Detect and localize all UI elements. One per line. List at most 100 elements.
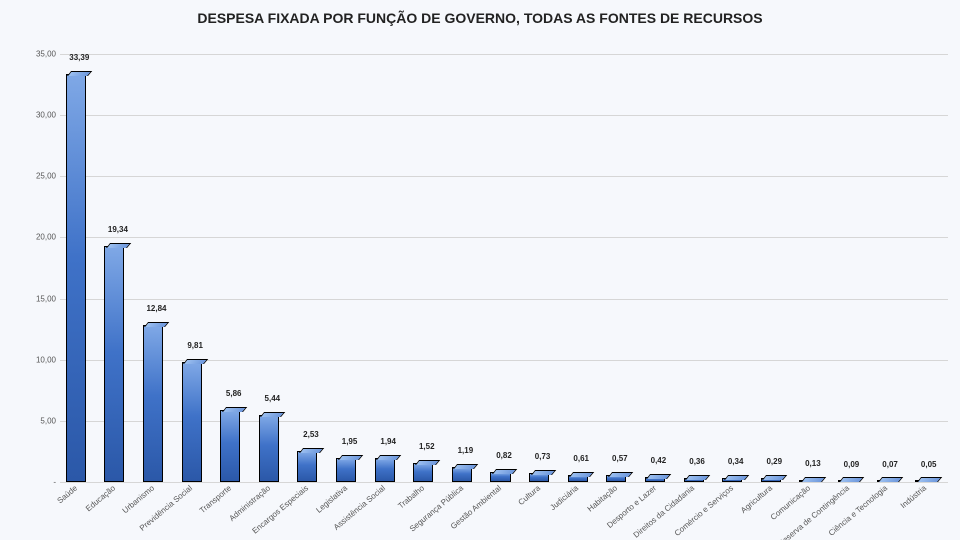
bar — [375, 458, 395, 482]
chart-plot-area: -5,0010,0015,0020,0025,0030,0035,00 33,3… — [60, 54, 948, 482]
bar — [143, 325, 163, 482]
x-axis-label: Urbanismo — [120, 484, 155, 516]
bar-value-label: 12,84 — [146, 304, 166, 313]
bar-slot: 1,95Legislativa — [330, 54, 369, 482]
bar — [877, 480, 897, 482]
bar-slot: 1,94Assistência Social — [369, 54, 408, 482]
bar-slot: 0,36Direitos da Cidadania — [678, 54, 717, 482]
bar — [568, 475, 588, 482]
bar-slot: 0,05Indústria — [909, 54, 948, 482]
bar-value-label: 0,42 — [651, 456, 667, 465]
bar-slot: 0,09Reserva de Contingência — [832, 54, 871, 482]
bar — [529, 473, 549, 482]
bar-top-face — [106, 243, 131, 248]
bar-slot: 0,29Agricultura — [755, 54, 794, 482]
bar-slot: 0,57Habitação — [601, 54, 640, 482]
bar-top-face — [183, 359, 208, 364]
x-axis-label: Judiciária — [549, 484, 581, 513]
bar-value-label: 0,05 — [921, 460, 937, 469]
bar — [259, 415, 279, 482]
chart-title: DESPESA FIXADA POR FUNÇÃO DE GOVERNO, TO… — [0, 10, 960, 26]
x-axis-label: Indústria — [899, 484, 928, 511]
bar-slot: 0,61Judiciária — [562, 54, 601, 482]
bar — [452, 467, 472, 482]
bar-value-label: 0,29 — [766, 457, 782, 466]
bar-top-face — [338, 455, 363, 460]
x-axis-label: Legislativa — [314, 484, 349, 515]
x-axis-label: Agricultura — [739, 484, 774, 515]
bar-value-label: 1,95 — [342, 437, 358, 446]
bar — [684, 478, 704, 482]
y-axis-label: 10,00 — [16, 355, 56, 364]
bar — [182, 362, 202, 482]
y-axis-label: 20,00 — [16, 233, 56, 242]
grid-line — [60, 482, 948, 483]
x-axis-label: Trabalho — [396, 484, 426, 511]
bar-top-face — [415, 460, 440, 465]
bar-top-face — [144, 322, 169, 327]
bar-top-face — [917, 477, 942, 482]
bar-top-face — [608, 472, 633, 477]
bar-slot: 0,42Desporto e Lazer — [639, 54, 678, 482]
y-axis-label: 35,00 — [16, 50, 56, 59]
bar-slot: 33,39Saúde — [60, 54, 99, 482]
x-axis-label: Educação — [84, 484, 117, 514]
bar-value-label: 19,34 — [108, 225, 128, 234]
bar-slot: 1,19Segurança Pública — [446, 54, 485, 482]
bar — [220, 410, 240, 482]
bar-value-label: 0,57 — [612, 454, 628, 463]
bar-slot: 1,52Trabalho — [407, 54, 446, 482]
bar-value-label: 0,61 — [573, 454, 589, 463]
bar-value-label: 1,19 — [458, 446, 474, 455]
bar-top-face — [646, 474, 671, 479]
bar — [645, 477, 665, 482]
bar-top-face — [376, 455, 401, 460]
bar — [104, 246, 124, 483]
x-axis-label: Transporte — [198, 484, 233, 516]
bar — [915, 480, 935, 482]
x-axis-label: Habitação — [586, 484, 619, 514]
bar-value-label: 0,07 — [882, 460, 898, 469]
bar-value-label: 33,39 — [69, 53, 89, 62]
y-axis-label: 5,00 — [16, 416, 56, 425]
bar — [490, 472, 510, 482]
bar-slot: 12,84Urbanismo — [137, 54, 176, 482]
bar-value-label: 5,44 — [265, 394, 281, 403]
bar-slot: 0,13Comunicação — [794, 54, 833, 482]
y-axis-label: 30,00 — [16, 111, 56, 120]
bar — [606, 475, 626, 482]
bar-slot: 19,34Educação — [99, 54, 138, 482]
bar — [761, 478, 781, 482]
bar-value-label: 0,13 — [805, 459, 821, 468]
bar-value-label: 5,86 — [226, 389, 242, 398]
bar-value-label: 0,36 — [689, 457, 705, 466]
bar-slot: 0,82Gestão Ambiental — [485, 54, 524, 482]
bar-slot: 5,86Transporte — [214, 54, 253, 482]
bar-slot: 0,73Cultura — [523, 54, 562, 482]
bar-top-face — [801, 477, 826, 482]
bar-top-face — [260, 412, 285, 417]
chart-bars: 33,39Saúde19,34Educação12,84Urbanismo 9,8… — [60, 54, 948, 482]
bar — [66, 74, 86, 482]
bar-value-label: 9,81 — [187, 341, 203, 350]
bar — [722, 478, 742, 482]
bar-value-label: 1,52 — [419, 442, 435, 451]
bar — [297, 451, 317, 482]
bar-slot: 0,34Comércio e Serviços — [716, 54, 755, 482]
bar-value-label: 1,94 — [380, 437, 396, 446]
bar-top-face — [839, 477, 864, 482]
bar-top-face — [453, 464, 478, 469]
bar — [413, 463, 433, 482]
bar-slot: 0,07Ciência e Tecnologia — [871, 54, 910, 482]
bar-top-face — [878, 477, 903, 482]
bar — [799, 480, 819, 482]
bar — [838, 480, 858, 482]
bar-top-face — [762, 475, 787, 480]
bar-top-face — [299, 448, 324, 453]
bar-top-face — [222, 407, 247, 412]
x-axis-label: Cultura — [516, 484, 542, 507]
bar-top-face — [685, 475, 710, 480]
y-axis-label: 25,00 — [16, 172, 56, 181]
bar-slot: 2,53Encargos Especiais — [292, 54, 331, 482]
bar-value-label: 2,53 — [303, 430, 319, 439]
